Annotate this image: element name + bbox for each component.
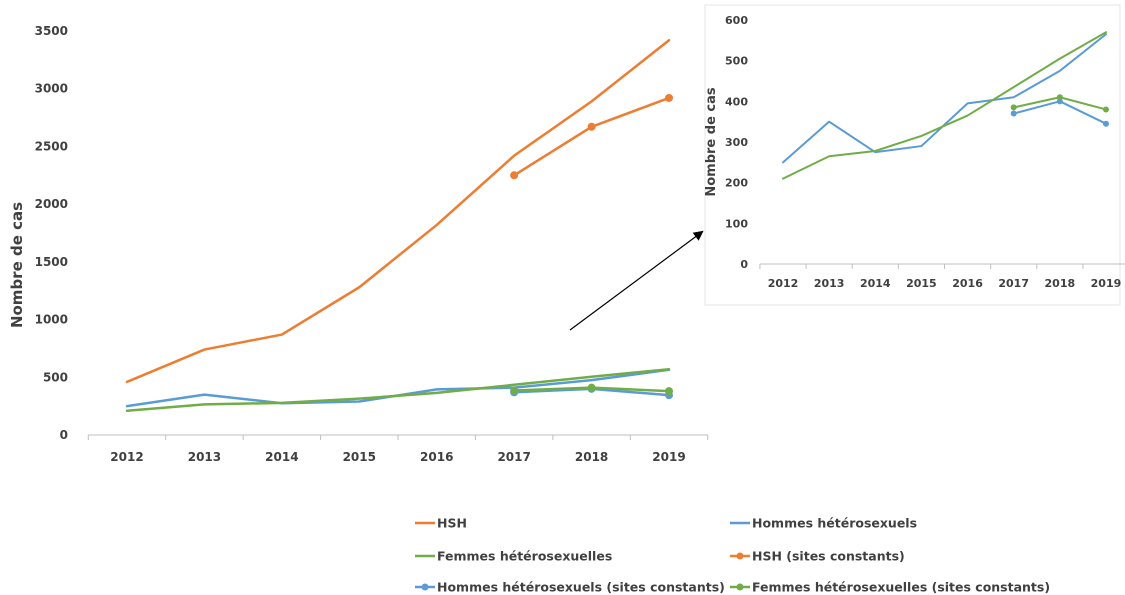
inset-x-tick-label: 2013 [814, 277, 845, 290]
inset-x-tick-label: 2015 [906, 277, 937, 290]
inset-y-tick-label: 100 [725, 217, 748, 230]
inset-x-tick-label: 2012 [768, 277, 799, 290]
main-x-tick-label: 2012 [110, 450, 143, 464]
legend-label-hsh: HSH [437, 516, 467, 531]
main-data-point-hsh-sites-constants [510, 171, 519, 180]
inset-data-point-femmes-heterosexuelles-sites-constants [1056, 94, 1063, 101]
legend-marker-hommes-heterosexuels-sites-constants [421, 583, 429, 591]
inset-x-tick-label: 2016 [952, 277, 983, 290]
main-y-tick-label: 1000 [35, 313, 68, 327]
main-y-tick-label: 2000 [35, 197, 68, 211]
legend-label-hsh-sites-constants: HSH (sites constants) [752, 549, 905, 564]
main-x-tick-label: 2018 [575, 450, 608, 464]
main-x-tick-label: 2015 [343, 450, 376, 464]
main-series-line-hsh [125, 38, 671, 384]
inset-y-tick-label: 200 [725, 177, 748, 190]
inset-y-tick-label: 300 [725, 136, 748, 149]
main-x-tick-label: 2017 [497, 450, 530, 464]
inset-data-point-femmes-heterosexuelles-sites-constants [1102, 106, 1109, 113]
main-y-tick-label: 0 [60, 428, 68, 442]
main-x-tick-label: 2019 [652, 450, 685, 464]
inset-series-line-femmes-heterosexuelles [782, 31, 1107, 180]
main-y-tick-label: 1500 [35, 255, 68, 269]
inset-chart-panel: 2012 2013 2014 2015 2016 2017 2018 2019 0 100 200 3… [704, 14, 1125, 290]
legend-marker-femmes-heterosexuelles-sites-constants [736, 583, 744, 591]
inset-x-tick-label: 2019 [1091, 277, 1122, 290]
main-y-tick-label: 2500 [35, 139, 68, 153]
legend-label-femmes-heterosexuelles-sites-constants: Femmes hétérosexuelles (sites constants) [752, 580, 1050, 595]
main-data-point-femmes-heterosexuelles-sites-constants [510, 386, 519, 395]
inset-y-tick-label: 0 [740, 258, 748, 271]
inset-data-point-hommes-heterosexuels-sites-constants [1102, 120, 1109, 127]
main-x-tick-label: 2016 [420, 450, 453, 464]
main-y-tick-label: 3500 [35, 24, 68, 38]
main-data-point-femmes-heterosexuelles-sites-constants [587, 383, 596, 392]
chart-legend: HSH Hommes hétérosexuels Femmes hétérosexu… [415, 516, 1050, 595]
main-series-line-femmes-heterosexuelles [125, 367, 671, 413]
main-x-tick-label: 2013 [188, 450, 221, 464]
main-series-line-hsh-sites-constants [512, 96, 671, 177]
inset-x-tick-label: 2018 [1045, 277, 1076, 290]
inset-panel-background [704, 4, 1121, 306]
legend-label-hommes-heterosexuels-sites-constants: Hommes hétérosexuels (sites constants) [437, 580, 725, 595]
legend-marker-hsh-sites-constants [736, 552, 744, 560]
inset-data-point-femmes-heterosexuelles-sites-constants [1010, 104, 1017, 111]
zoom-arrow [569, 230, 704, 331]
main-y-axis-title: Nombre de cas [8, 202, 26, 328]
legend-label-hommes-heterosexuels: Hommes hétérosexuels [752, 516, 917, 531]
main-chart-panel: 2012 2013 2014 2015 2016 2017 2018 2019 0 500 1000… [8, 24, 709, 464]
main-data-point-hsh-sites-constants [665, 93, 674, 102]
main-x-tick-label: 2014 [265, 450, 298, 464]
inset-y-tick-label: 600 [725, 14, 748, 27]
main-y-tick-label: 500 [43, 370, 68, 384]
inset-y-tick-label: 500 [725, 55, 748, 68]
inset-x-tick-label: 2017 [998, 277, 1029, 290]
main-data-point-hsh-sites-constants [587, 122, 596, 131]
inset-data-point-hommes-heterosexuels-sites-constants [1010, 110, 1017, 117]
inset-x-tick-label: 2014 [860, 277, 891, 290]
main-y-tick-label: 3000 [35, 82, 68, 96]
legend-label-femmes-heterosexuelles: Femmes hétérosexuelles [437, 549, 612, 564]
inset-y-tick-label: 400 [725, 95, 748, 108]
main-data-point-femmes-heterosexuelles-sites-constants [665, 387, 674, 396]
inset-y-axis-title: Nombre de cas [704, 87, 719, 197]
